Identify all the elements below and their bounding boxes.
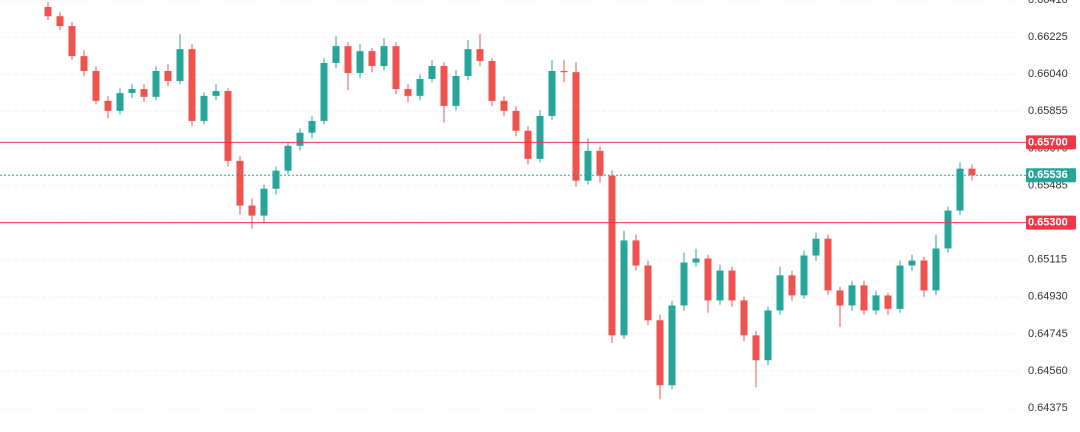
candle-body [812, 238, 820, 256]
candle-body [428, 65, 436, 80]
candle-body [500, 100, 508, 111]
candle-body [764, 310, 772, 361]
candle-body [512, 110, 520, 131]
candle-body [848, 285, 856, 306]
candle-body [884, 295, 892, 309]
candle-body [44, 7, 52, 17]
candle-body [296, 132, 304, 146]
candle-body [560, 70, 568, 73]
candle-body [956, 168, 964, 211]
y-tick-label: 0.66225 [1028, 31, 1068, 43]
candle-body [824, 238, 832, 291]
candle-body [392, 46, 400, 90]
y-tick-label: 0.66040 [1028, 68, 1068, 80]
y-tick-label: 0.64560 [1028, 365, 1068, 377]
candle-body [188, 49, 196, 121]
candle-body [548, 70, 556, 116]
candle-body [404, 89, 412, 96]
candle-body [704, 258, 712, 301]
candle-body [320, 62, 328, 121]
candle-body [800, 255, 808, 296]
candle-body [776, 275, 784, 311]
candle-body [56, 16, 64, 27]
y-tick-label: 0.64745 [1028, 328, 1068, 340]
candle-body [836, 290, 844, 306]
candle-body [272, 170, 280, 189]
candle-body [176, 49, 184, 82]
candle-body [464, 49, 472, 77]
candle-body [356, 51, 364, 74]
price-level-box [1026, 135, 1076, 150]
price-level-box [1026, 215, 1076, 230]
candle-body [476, 49, 484, 61]
candle-body [68, 26, 76, 57]
candle-body [248, 205, 256, 216]
candle-body [872, 295, 880, 311]
candle-body [584, 150, 592, 181]
y-tick-label: 0.65855 [1028, 105, 1068, 117]
candle-body [212, 91, 220, 96]
candle-body [728, 270, 736, 301]
candle-body [680, 262, 688, 306]
candle-body [116, 93, 124, 111]
price-level-label: 0.65300 [1028, 217, 1068, 229]
candle-body [716, 270, 724, 301]
candle-body [536, 115, 544, 159]
candle-body [308, 120, 316, 133]
candle-body [260, 188, 268, 216]
candle-body [452, 76, 460, 106]
y-tick-label: 0.64375 [1028, 402, 1068, 414]
candle-body [668, 305, 676, 386]
candle-body [368, 51, 376, 66]
candle-body [620, 240, 628, 336]
candle-body [932, 248, 940, 291]
candle-body [608, 175, 616, 336]
candle-body [788, 275, 796, 296]
candle-body [92, 70, 100, 101]
candle-body [128, 89, 136, 94]
candle-body [224, 91, 232, 161]
candle-body [596, 150, 604, 176]
candle-body [236, 160, 244, 206]
candle-body [200, 95, 208, 121]
candle-body [632, 240, 640, 266]
candle-body [944, 210, 952, 249]
candle-body [860, 285, 868, 311]
candle-body [920, 260, 928, 291]
candle-body [104, 100, 112, 111]
candle-body [896, 265, 904, 309]
candle-body [968, 168, 976, 176]
candle-body [644, 265, 652, 321]
candle-body [692, 258, 700, 263]
price-level-label: 0.65700 [1028, 136, 1068, 148]
candle-body [524, 130, 532, 159]
candle-body [488, 60, 496, 101]
y-tick-label: 0.64930 [1028, 291, 1068, 303]
candle-body [752, 335, 760, 361]
candle-body [440, 65, 448, 106]
candle-body [344, 46, 352, 74]
candle-body [908, 260, 916, 266]
candle-body [80, 56, 88, 71]
candle-body [332, 46, 340, 63]
current-price-box [1026, 168, 1076, 183]
candle-body [380, 46, 388, 66]
candle-body [656, 320, 664, 386]
y-tick-label: 0.65115 [1028, 254, 1067, 266]
candle-body [572, 72, 580, 181]
candle-body [164, 70, 172, 82]
candle-body [140, 89, 148, 97]
candle-body [416, 79, 424, 96]
current-price-label: 0.65536 [1028, 169, 1068, 181]
candle-body [152, 70, 160, 97]
y-tick-label: 0.65485 [1028, 179, 1068, 191]
y-tick-label: 0.66410 [1028, 0, 1068, 6]
candle-body [284, 145, 292, 171]
candle-body [740, 300, 748, 336]
